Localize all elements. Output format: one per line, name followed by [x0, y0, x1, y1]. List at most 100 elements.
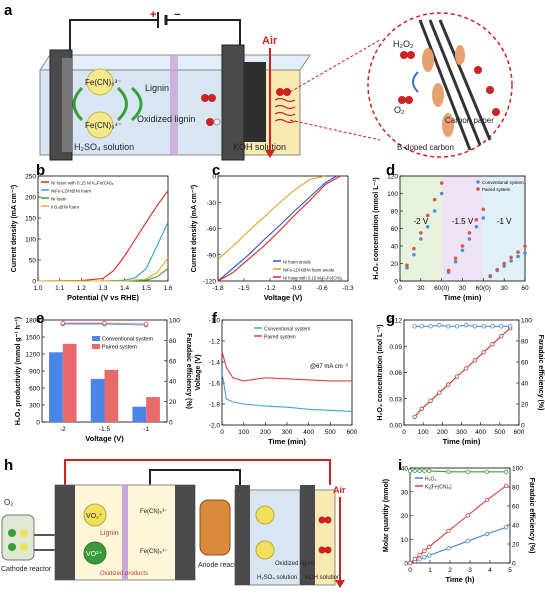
data-point	[463, 323, 469, 328]
legend-label: Paired system	[264, 335, 296, 341]
data-point	[412, 246, 416, 251]
series-line	[221, 372, 353, 412]
gas-diffusion-layer	[244, 62, 266, 142]
x-tick-label: -1	[143, 426, 149, 433]
data-point	[422, 555, 427, 560]
zoom-molecules	[398, 51, 500, 116]
y-tick-label: 1500	[26, 335, 41, 342]
data-point	[523, 244, 527, 248]
chart-g: 0.000.030.060.090.120 100 200 300 400 500 600T…	[377, 318, 544, 447]
y-tick-label: -60	[207, 226, 217, 233]
data-point	[419, 237, 423, 241]
data-point	[488, 273, 493, 278]
legend-label: Paired system	[482, 187, 511, 192]
data-point	[407, 560, 413, 566]
data-point	[419, 324, 424, 329]
data-point	[499, 324, 504, 329]
data-point	[446, 528, 451, 534]
x-axis-label: Time (min)	[268, 437, 306, 446]
y-tick-label: -2.0	[209, 423, 221, 430]
x-tick-label: -0.6	[316, 285, 328, 292]
x-tick-label: 60(0)	[476, 285, 491, 292]
series-line	[217, 175, 341, 282]
data-point	[405, 263, 409, 268]
y-tick-label: 40	[401, 466, 409, 473]
legend-label: Conventional system	[264, 327, 310, 333]
data-point	[407, 468, 413, 474]
x-tick-label: 100	[238, 429, 249, 436]
y2-axis-label: Faradaic efficiency (%)	[528, 478, 535, 554]
y-axis-label: Voltage (V)	[195, 354, 202, 390]
legend-label: Conventional system	[102, 337, 153, 343]
y-tick-label: 0.00	[389, 423, 402, 430]
data-point	[417, 468, 422, 474]
y-tick-label: -1.6	[209, 381, 221, 388]
y2-tick-label: 60	[512, 504, 520, 511]
h-second-right-electrode	[300, 485, 315, 585]
h-wire-outer	[64, 459, 331, 485]
bar	[146, 397, 160, 422]
y-axis-label: H₂O₂ concentration (mol L⁻¹)	[377, 324, 384, 420]
x-tick-label: 30	[501, 285, 509, 292]
carbon-fibers	[418, 19, 492, 151]
series-line	[38, 221, 169, 282]
cathode-reactor	[1, 514, 35, 561]
legend-label: Ni foam anode	[283, 260, 312, 265]
data-point	[425, 224, 430, 229]
data-point	[490, 342, 495, 347]
h-left-electrode	[55, 485, 75, 580]
h-oxidized-lignin: Oxidized lignin	[275, 561, 314, 567]
x-tick-label: 60	[521, 285, 529, 292]
panel-label-g: g	[386, 310, 396, 327]
x-tick-label: 0	[398, 285, 402, 292]
y-tick-label: 200	[25, 195, 36, 202]
data-point	[454, 324, 460, 329]
data-point	[523, 251, 527, 255]
legend-label: IrO₂@Ni foam	[51, 205, 79, 210]
x-tick-label: 600	[514, 429, 525, 436]
data-point	[465, 469, 470, 474]
x-tick-label: 400	[475, 429, 486, 436]
oxidized-products-label: Oxidized products	[100, 571, 148, 577]
left-electrode-face	[62, 58, 72, 152]
legend-label: NiFe-LDH@Ni foam	[51, 189, 91, 194]
x-tick-label: 0	[220, 429, 224, 436]
x-tick-label: 500	[494, 429, 505, 436]
data-point	[460, 244, 465, 248]
data-point	[484, 531, 490, 537]
legend-label: H₂O₂	[425, 477, 436, 483]
zoom-o2-label: O₂	[394, 105, 405, 115]
h-h2so4-label: H₂SO₄ solution	[257, 575, 297, 581]
data-point	[427, 544, 432, 550]
y2-tick-label: 40	[512, 523, 520, 530]
zoom-connector-bottom	[289, 119, 381, 141]
data-point	[481, 207, 486, 212]
panel-label-b: b	[36, 162, 46, 179]
y-tick-label: 40	[391, 244, 399, 251]
y2-axis-label: Faradaic efficiency (%)	[537, 335, 544, 411]
data-point	[417, 556, 422, 562]
voltage-region	[441, 176, 484, 281]
h-wire-inner	[149, 469, 241, 485]
membrane	[170, 55, 178, 155]
y-tick-label: -1.2	[209, 339, 221, 346]
fe-point	[143, 321, 149, 327]
y-tick-label: 250	[25, 174, 36, 181]
y-tick-label: 80	[391, 209, 399, 216]
legend-label: Ni foam	[51, 197, 67, 202]
legend-label: Conventional system	[482, 180, 524, 185]
h2so4-label: H₂SO₄ solution	[74, 142, 134, 152]
y-tick-label: 300	[29, 403, 40, 410]
legend-label: Ni foam with 0.15 M K₄Fe(CN)₆	[51, 181, 114, 186]
data-point	[516, 250, 520, 254]
zoom-h2o2-label: H₂O₂	[393, 39, 414, 49]
region-label: -1 V	[497, 217, 512, 226]
x-tick-label: 300	[456, 429, 467, 436]
oxidized-lignin-label: Oxidized lignin	[137, 114, 196, 124]
x-axis-label: Voltage (V)	[264, 293, 303, 302]
x-tick-label: 3	[468, 567, 472, 574]
h-fecn3-label: Fe(CN)₆³⁻	[140, 509, 167, 515]
battery-plus: +	[150, 9, 156, 21]
data-point	[446, 546, 451, 551]
y-tick-label: 10	[401, 537, 409, 544]
